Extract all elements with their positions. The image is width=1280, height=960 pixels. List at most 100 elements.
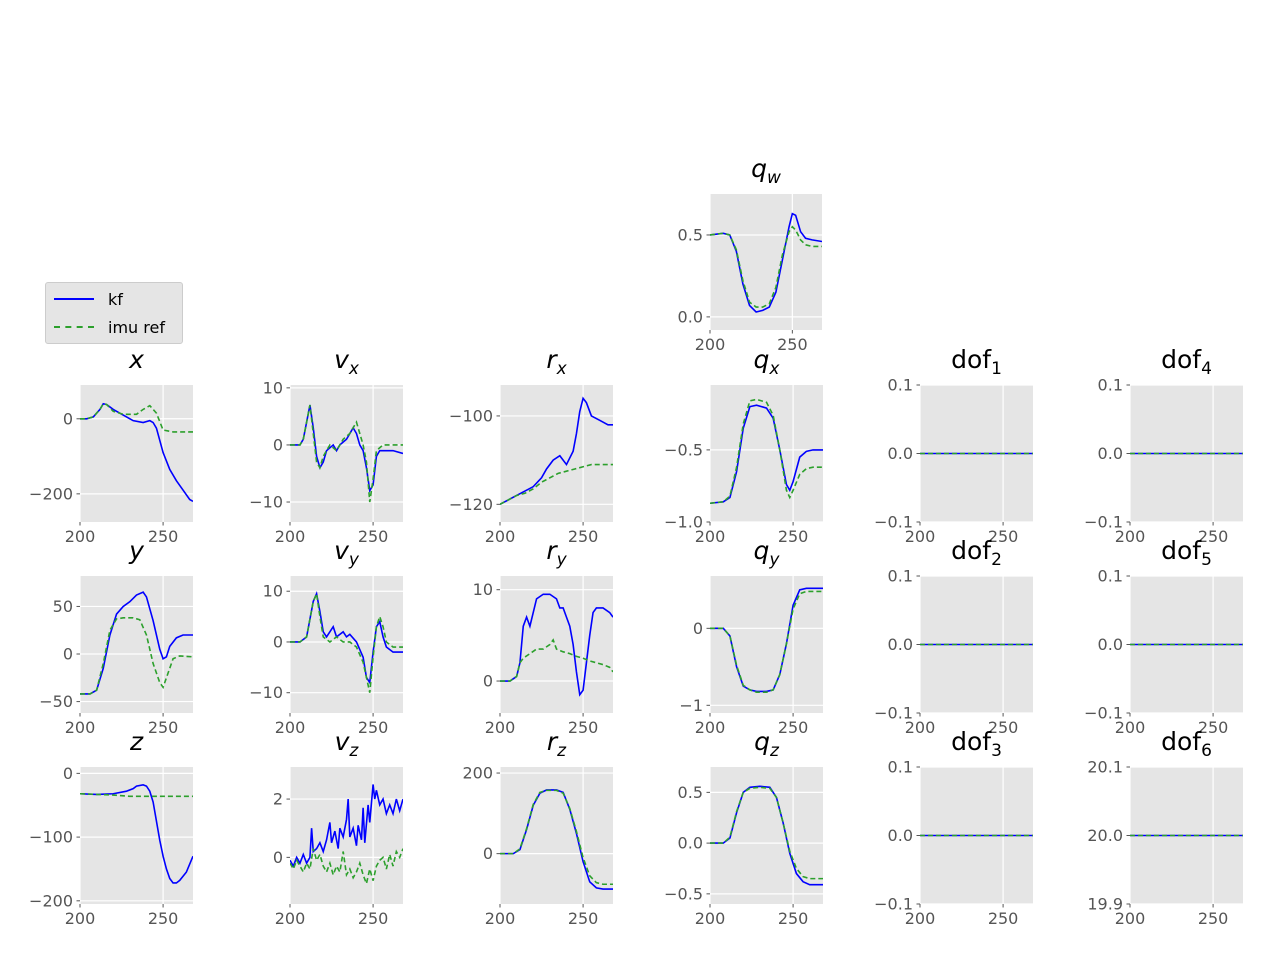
subplot-title-subscript: z (348, 741, 359, 761)
y-tick-label: −10 (249, 493, 283, 512)
plot-background (80, 767, 193, 904)
y-tick-label: −1 (679, 696, 703, 715)
y-tick-label: −0.1 (874, 895, 913, 914)
series-line-imu-ref (80, 402, 193, 433)
x-tick-label: 250 (148, 909, 179, 928)
y-tick-label: −50 (39, 692, 73, 711)
subplot-title-main: q (751, 154, 767, 183)
x-tick-label: 250 (568, 909, 599, 928)
y-tick-label: 20.1 (1087, 758, 1123, 777)
subplot-rz: 200 250 0 200 rz (462, 727, 613, 928)
subplot-title-main: r (547, 727, 559, 756)
x-tick-label: 200 (905, 909, 936, 928)
subplot-title: qz (754, 727, 780, 761)
x-tick-label: 200 (485, 527, 516, 546)
subplot-title-main: v (335, 727, 351, 756)
series-line-imu-ref (710, 225, 822, 308)
plot-background (500, 576, 613, 713)
x-tick-label: 200 (695, 718, 726, 737)
subplot-ry: 200 250 0 10 ry (473, 536, 613, 737)
plot-background (500, 767, 613, 904)
series-line-imu-ref (500, 638, 613, 682)
y-tick-label: 0.0 (678, 834, 703, 853)
y-tick-label: 19.9 (1087, 895, 1123, 914)
subplot-title-main: dof (1161, 345, 1202, 374)
series-line-imu-ref (290, 590, 403, 693)
subplot-title: dof4 (1161, 345, 1212, 379)
y-tick-label: 0 (273, 632, 283, 651)
plot-background (290, 767, 403, 904)
series-line-imu-ref (80, 617, 193, 695)
y-tick-label: 0.5 (678, 783, 703, 802)
subplot-title: dof5 (1161, 536, 1212, 570)
x-tick-label: 250 (777, 335, 808, 354)
subplot-title-subscript: x (348, 359, 360, 379)
series-line-imu-ref (500, 789, 613, 886)
y-tick-label: −100 (449, 406, 493, 425)
x-tick-label: 250 (1198, 909, 1229, 928)
subplot-title-main: q (754, 727, 770, 756)
y-tick-label: 0.0 (888, 826, 913, 845)
subplot-title-main: dof (1161, 727, 1202, 756)
subplot-title: qy (754, 536, 781, 570)
x-tick-label: 200 (905, 718, 936, 737)
series-line-kf (290, 591, 403, 685)
subplot-title-main: dof (951, 345, 992, 374)
x-tick-label: 250 (988, 909, 1019, 928)
y-tick-label: 0.1 (888, 376, 913, 395)
plot-background (710, 194, 822, 330)
legend-item-kf: kf (54, 289, 123, 309)
x-tick-label: 200 (485, 718, 516, 737)
y-tick-label: −10 (249, 683, 283, 702)
plot-background (710, 576, 823, 713)
x-tick-label: 200 (905, 527, 936, 546)
subplot-title: dof1 (951, 345, 1002, 379)
subplot-title-main: v (334, 345, 350, 374)
subplot-dof1: 200 250 −0.1 0.0 0.1 dof1 (874, 345, 1033, 546)
x-tick-label: 250 (358, 718, 389, 737)
x-tick-label: 200 (485, 909, 516, 928)
subplot-title: y (128, 536, 145, 565)
subplot-z: 200 250 −200 −100 0 z (29, 727, 193, 928)
plot-background (80, 576, 193, 713)
subplot-title-subscript: 3 (991, 741, 1002, 761)
x-tick-label: 250 (568, 527, 599, 546)
subplot-title-subscript: y (768, 550, 780, 570)
x-tick-label: 200 (1115, 909, 1146, 928)
legend-item-imu-ref: imu ref (54, 317, 165, 337)
y-tick-label: −0.1 (874, 704, 913, 723)
y-tick-label: −0.1 (1084, 704, 1123, 723)
y-tick-label: 0 (273, 435, 283, 454)
x-tick-label: 200 (275, 718, 306, 737)
y-tick-label: 0 (483, 672, 493, 691)
subplot-title-subscript: 5 (1201, 550, 1212, 570)
plot-background (500, 385, 613, 522)
plot-background (290, 576, 403, 713)
series-line-kf (80, 784, 193, 884)
series-line-imu-ref (80, 792, 193, 798)
subplot-title: qx (754, 345, 781, 379)
subplot-x: 200 250 −200 0 x (29, 345, 193, 546)
x-tick-label: 200 (65, 909, 96, 928)
subplot-qw: 200 250 0.0 0.5 qw (678, 154, 822, 354)
subplot-title-subscript: 4 (1201, 359, 1212, 379)
series-line-imu-ref (290, 404, 403, 503)
y-tick-label: 0.0 (678, 307, 703, 326)
subplot-title-main: dof (951, 536, 992, 565)
subplot-title-main: dof (1161, 536, 1202, 565)
subplot-title: ry (546, 536, 567, 570)
subplot-qz: 200 250 −0.5 0.0 0.5 qz (664, 727, 823, 928)
x-tick-label: 250 (1198, 527, 1229, 546)
plot-background (710, 767, 823, 904)
y-tick-label: 0.0 (888, 444, 913, 463)
series-line-imu-ref (710, 590, 823, 694)
subplot-title-subscript: y (556, 550, 568, 570)
legend-swatch-imu-ref (54, 326, 94, 328)
series-line-kf (80, 591, 193, 695)
series-line-kf (500, 593, 613, 697)
subplot-title: vx (334, 345, 360, 379)
subplot-title-main: r (546, 345, 558, 374)
subplot-title-subscript: 1 (991, 359, 1002, 379)
subplot-title-main: q (754, 536, 770, 565)
